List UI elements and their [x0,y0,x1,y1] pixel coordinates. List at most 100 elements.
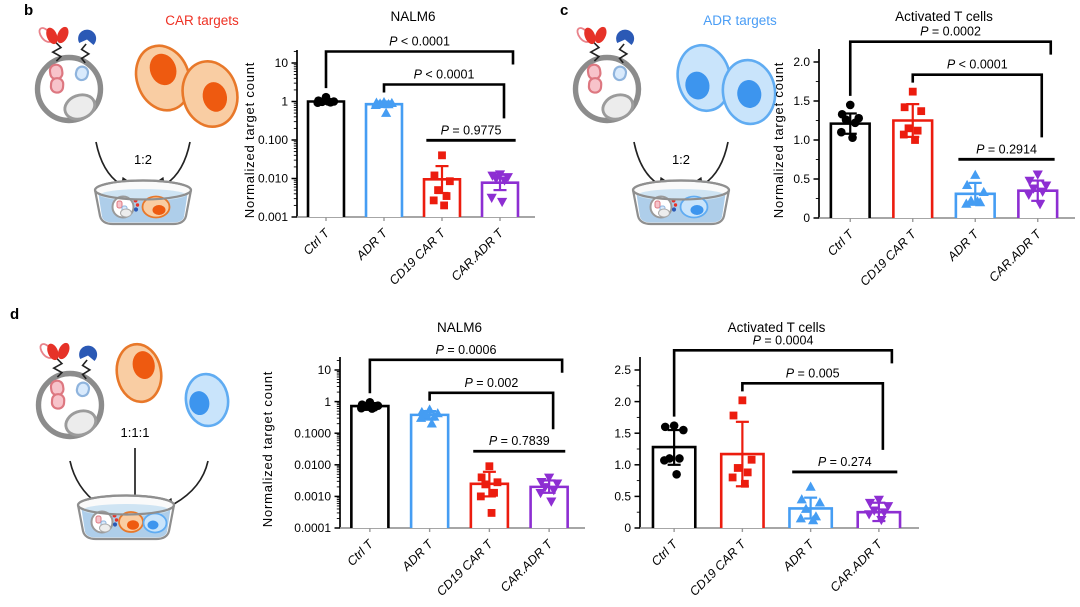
y-tick-label: 0.0001 [294,521,331,535]
data-point [899,130,908,139]
data-point [1032,170,1043,180]
petri-dish [631,179,731,226]
mini-adr-icon [133,207,139,212]
data-point [733,464,742,472]
data-point [795,513,806,523]
data-point [800,503,812,513]
mini-adr-icon [671,207,677,212]
data-point [429,196,438,205]
comparison-bracket [382,83,506,119]
data-point [743,468,752,477]
petri-dish [93,179,193,226]
y-tick-label: 1 [281,95,288,109]
y-axis-label: Normalized target count [771,62,786,218]
data-point [911,136,919,144]
y-tick-label: 0.0100 [294,458,331,472]
panel-letter-d: d [10,306,20,323]
data-point [381,107,392,117]
data-point [864,510,875,520]
y-tick-label: 10 [275,56,289,70]
mini-adr-icon [112,522,118,527]
y-tick-label: 0 [803,211,810,225]
data-point [493,478,502,487]
data-point [434,186,442,194]
p-value-label: P = 0.274 [818,455,872,469]
bar [350,404,390,528]
bar [306,100,346,217]
x-category-label: CAR.ADR T [827,536,885,594]
p-value-label: P < 0.0001 [389,35,450,49]
data-point [900,103,909,112]
chart-title: Activated T cells [728,320,826,335]
bar [364,102,404,217]
y-tick-label: 2.0 [793,55,810,69]
ratio-label: 1:2 [134,152,152,167]
data-point [548,486,559,496]
data-point [738,396,747,405]
data-point [740,479,749,488]
data-point [440,201,449,210]
p-value-label: P = 0.0004 [753,333,814,347]
target-cell [115,342,163,404]
target-cell [134,44,192,112]
data-point [876,515,887,526]
t-cell-nucleus [601,93,635,121]
target-label: CAR targets [165,13,239,28]
comparison-bracket [324,50,515,89]
comparison-bracket [848,40,1053,96]
data-point [917,107,926,116]
data-point [1034,200,1046,210]
data-point [430,171,439,180]
data-point [913,126,922,135]
data-point [476,492,485,501]
data-point [672,469,681,479]
y-axis-label: Normalized target count [242,62,257,218]
y-tick-label: 0.5 [614,490,631,504]
data-point [383,99,394,109]
data-point [845,100,855,110]
p-value-label: P = 0.0006 [436,343,497,357]
data-point [679,425,688,435]
ratio-label: 1:2 [672,152,690,167]
data-point [660,456,669,465]
data-point [552,479,563,489]
y-tick-label: 0.010 [258,172,288,186]
x-category-label: Ctrl T [649,536,681,568]
schematic-car-targets: CAR targets 1:2 [34,13,239,226]
data-point [1024,176,1035,186]
t-cell-nucleus [63,93,97,121]
y-tick-label: 1.0 [793,133,810,147]
data-point [323,97,333,106]
x-category-label: CAR.ADR T [498,536,556,594]
panel-letter-c: c [560,2,569,19]
data-point [904,124,913,133]
p-value-label: P = 0.002 [464,376,518,390]
data-point [805,481,816,491]
data-point [415,412,427,422]
p-value-label: P = 0.7839 [489,434,550,448]
target-cell [181,60,239,128]
chart-title: Activated T cells [895,9,993,24]
data-point [972,196,983,206]
y-tick-label: 1.5 [614,426,631,440]
panel-letter-b: b [24,2,34,19]
data-point [536,477,547,488]
data-point [490,174,502,184]
p-value-label: P = 0.0002 [920,25,981,39]
adr-receptor-icon [74,29,97,82]
x-category-label: CD19 CAR T [434,536,496,598]
data-point [424,404,435,414]
bar [409,413,450,528]
data-point [370,99,381,110]
y-tick-label: 0 [624,521,631,535]
data-point [1037,187,1048,197]
target-cell [721,58,777,126]
p-value-label: P = 0.2914 [976,142,1037,156]
y-tick-label: 2.0 [614,395,631,409]
schematic-mixed-targets: 1:1:1 [35,342,230,541]
y-axis-label: Normalized target count [260,371,275,527]
data-point [869,506,880,516]
data-point [442,192,451,200]
data-point [487,509,496,517]
x-category-label: CAR.ADR T [449,225,507,283]
